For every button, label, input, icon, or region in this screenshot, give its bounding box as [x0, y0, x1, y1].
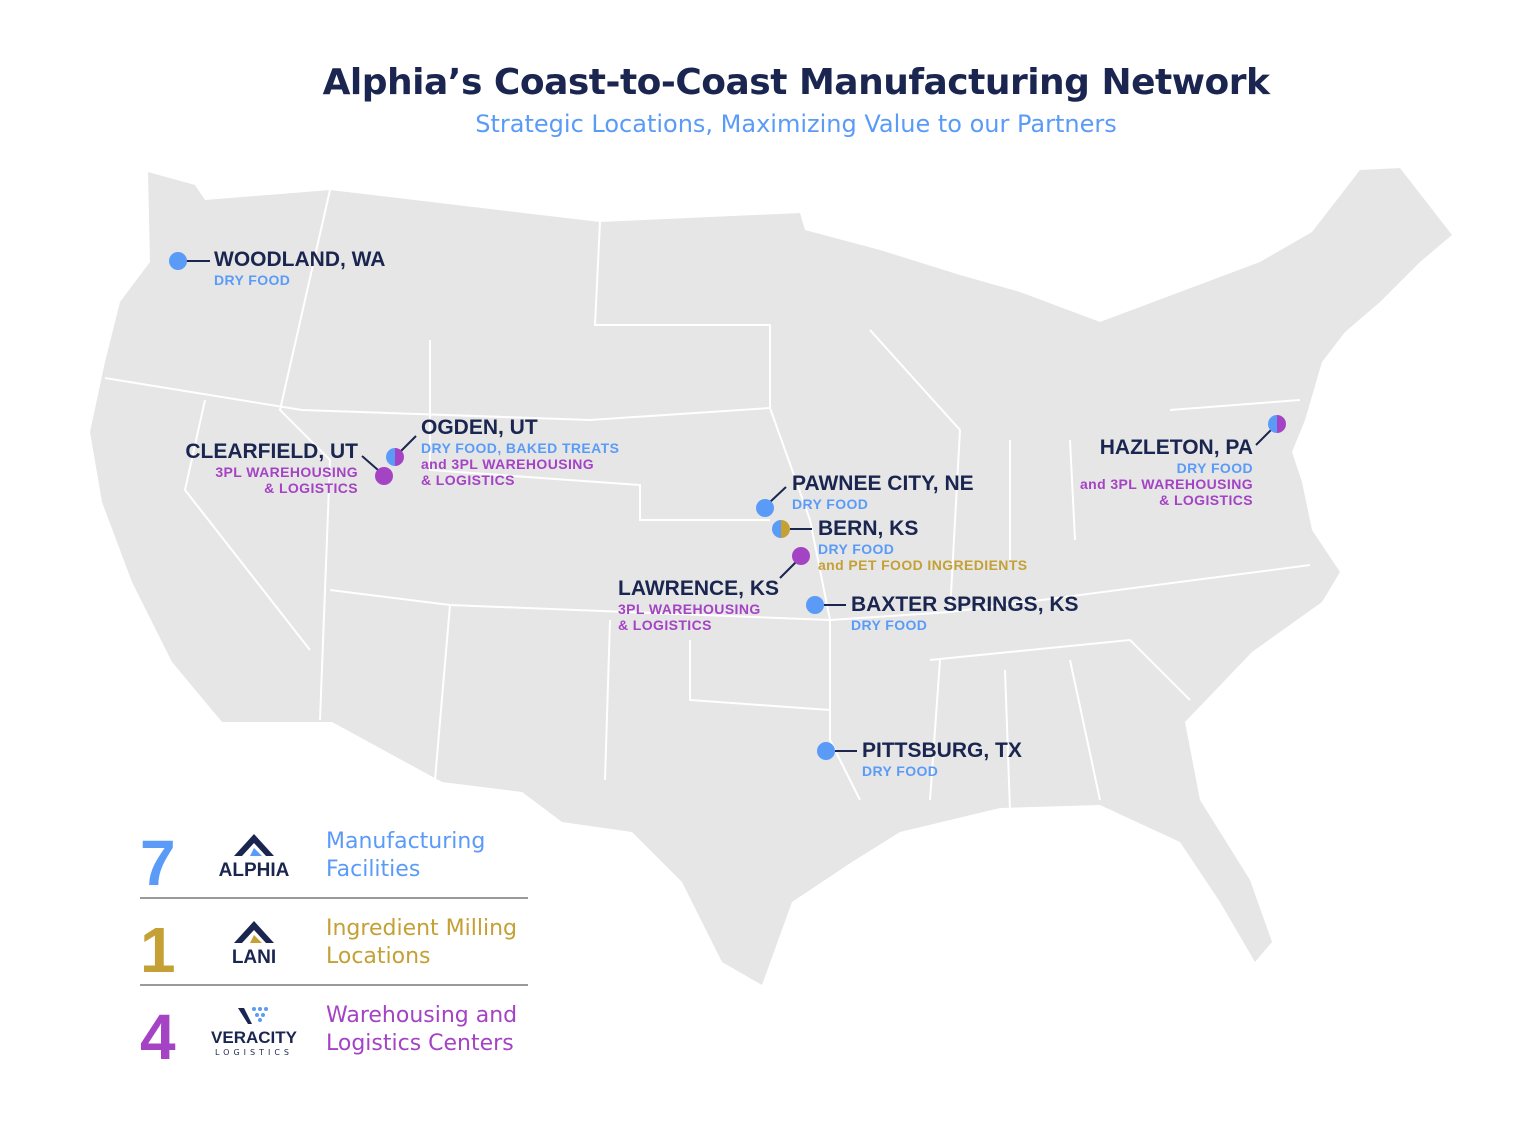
alphia-logo: ALPHIA [204, 832, 304, 882]
location-type: 3PL WAREHOUSING [215, 464, 358, 480]
location-type: and 3PL WAREHOUSING [421, 456, 595, 472]
legend-count: 1 [140, 914, 176, 986]
legend-row-milling: 1 LANI Ingredient Milling Locations [140, 913, 528, 999]
marker-lawrence[interactable] [792, 547, 810, 565]
marker-ogden[interactable] [386, 448, 404, 466]
veracity-logo: VERACITY LOGISTICS [204, 1006, 304, 1057]
legend-row-manufacturing: 7 ALPHIA Manufacturing Facilities [140, 826, 528, 912]
leader-lines [186, 260, 1272, 752]
location-markers [169, 252, 1286, 760]
state-borders [104, 189, 1311, 811]
location-name: LAWRENCE, KS [618, 577, 780, 600]
legend-count: 7 [140, 827, 176, 899]
location-type: & LOGISTICS [421, 472, 515, 488]
location-type: & LOGISTICS [618, 617, 712, 633]
legend-label: Warehousing and Logistics Centers [326, 1003, 518, 1056]
location-type: & LOGISTICS [264, 480, 358, 496]
location-type: DRY FOOD, BAKED TREATS [421, 440, 620, 456]
logo-text: LANI [231, 947, 277, 968]
location-name: CLEARFIELD, UT [185, 440, 358, 463]
label-ogden: OGDEN, UT DRY FOOD, BAKED TREATS and 3PL… [421, 416, 619, 488]
location-type: & LOGISTICS [1159, 492, 1253, 508]
location-type: 3PL WAREHOUSING [618, 601, 761, 617]
legend-row-warehousing: 4 VERACITY LOGISTICS Warehousing and Logi… [140, 1000, 528, 1086]
logo-subtext: LOGISTICS [214, 1048, 293, 1057]
location-type: DRY FOOD [214, 272, 291, 288]
location-type: and 3PL WAREHOUSING [1079, 476, 1253, 492]
location-type: DRY FOOD [862, 763, 939, 779]
label-baxter-springs: BAXTER SPRINGS, KS DRY FOOD [851, 593, 1079, 633]
location-type: DRY FOOD [851, 617, 928, 633]
legend-label: Ingredient Milling Locations [326, 916, 518, 969]
label-pawnee-city: PAWNEE CITY, NE DRY FOOD [792, 472, 974, 512]
marker-bern[interactable] [772, 520, 790, 538]
logo-text: ALPHIA [218, 860, 290, 881]
location-name: WOODLAND, WA [214, 248, 386, 271]
marker-woodland[interactable] [169, 252, 187, 270]
marker-clearfield[interactable] [375, 467, 393, 485]
legend-count: 4 [140, 1001, 176, 1073]
veracity-mark-icon [238, 1007, 268, 1024]
location-name: BERN, KS [818, 517, 919, 540]
page-subtitle: Strategic Locations, Maximizing Value to… [475, 110, 1117, 138]
page-title: Alphia’s Coast-to-Coast Manufacturing Ne… [322, 62, 1270, 103]
alphia-mark-icon [234, 834, 274, 856]
lani-logo: LANI [204, 919, 304, 969]
lani-mark-icon [234, 921, 274, 943]
marker-pittsburg[interactable] [817, 742, 835, 760]
marker-baxter-springs[interactable] [806, 596, 824, 614]
divider [140, 897, 528, 899]
legend-label: Manufacturing Facilities [326, 829, 486, 882]
marker-hazleton[interactable] [1268, 415, 1286, 433]
location-type: DRY FOOD [818, 541, 895, 557]
location-type: DRY FOOD [1176, 460, 1253, 476]
location-name: PAWNEE CITY, NE [792, 472, 974, 495]
label-hazleton: HAZLETON, PA DRY FOOD and 3PL WAREHOUSIN… [1040, 436, 1253, 508]
marker-pawnee-city[interactable] [756, 499, 774, 517]
label-pittsburg: PITTSBURG, TX DRY FOOD [862, 739, 1022, 779]
divider [140, 984, 528, 986]
label-woodland: WOODLAND, WA DRY FOOD [214, 248, 385, 288]
location-name: PITTSBURG, TX [862, 739, 1022, 762]
location-name: BAXTER SPRINGS, KS [851, 593, 1079, 616]
label-clearfield: CLEARFIELD, UT 3PL WAREHOUSING & LOGISTI… [150, 440, 358, 496]
label-lawrence: LAWRENCE, KS 3PL WAREHOUSING & LOGISTICS [618, 577, 779, 633]
location-type: DRY FOOD [792, 496, 869, 512]
location-type: and PET FOOD INGREDIENTS [818, 557, 1028, 573]
location-name: OGDEN, UT [421, 416, 538, 439]
logo-text: VERACITY [211, 1028, 297, 1047]
location-name: HAZLETON, PA [1099, 436, 1253, 459]
label-bern: BERN, KS DRY FOOD and PET FOOD INGREDIEN… [818, 517, 1028, 573]
